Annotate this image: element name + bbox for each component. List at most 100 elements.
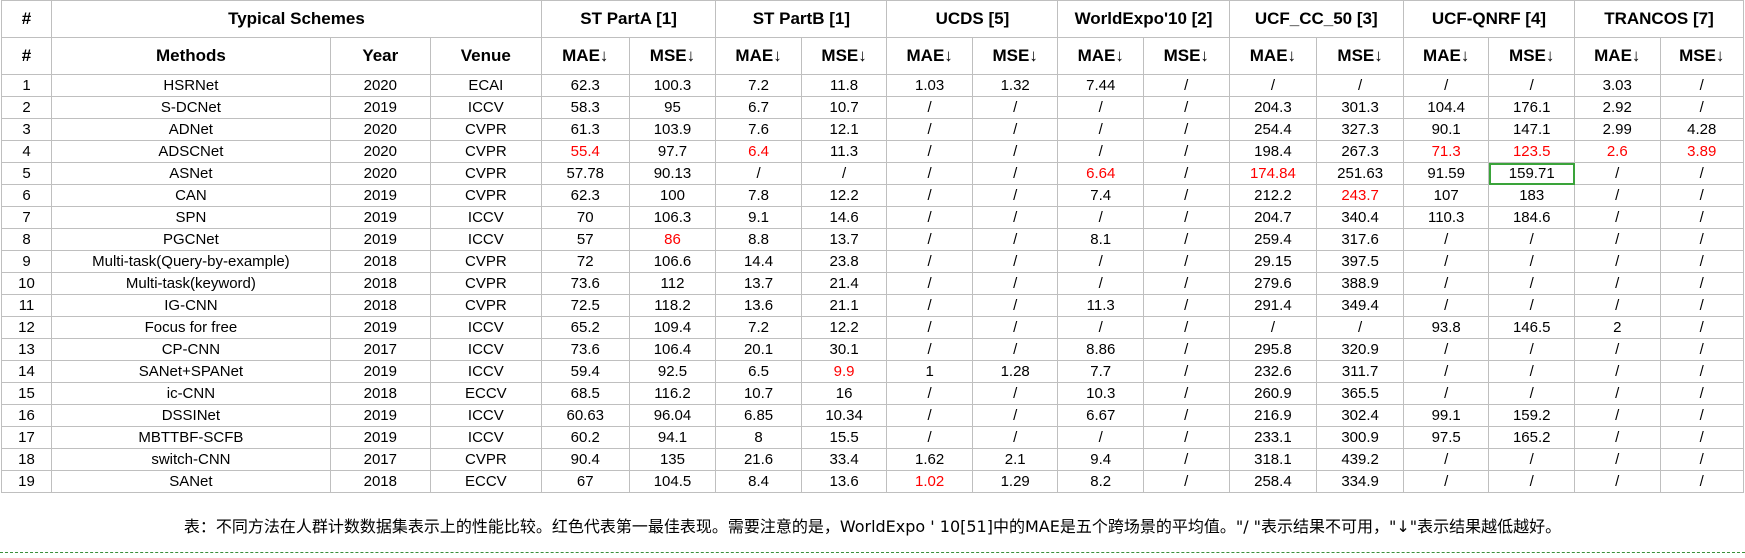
method-name: Multi-task(keyword) [50,272,331,295]
row-number: 1 [1,74,52,97]
mae-value: / [886,206,973,229]
mae-value: 259.4 [1228,228,1318,251]
mae-value: / [886,250,973,273]
method-name: DSSINet [50,404,331,427]
mse-value: 267.3 [1316,140,1404,163]
year-cell: 2018 [329,294,431,317]
dataset-header: UCF-QNRF [4] [1402,0,1576,38]
mse-value: 439.2 [1316,448,1404,471]
venue-cell: ICCV [429,338,542,361]
mae-value: 204.7 [1228,206,1318,229]
mae-value: / [1574,360,1661,383]
mse-value: 10.34 [800,404,888,427]
mae-value: / [886,316,973,339]
mse-value: 109.4 [628,316,717,339]
venue-header: Venue [429,37,542,75]
mse-value: 10.7 [800,96,888,119]
mae-value: / [1402,250,1490,273]
mse-value: 349.4 [1316,294,1404,317]
mae-value: 9.1 [715,206,802,229]
table-row: 4 ADSCNet 2020 CVPR 55.4 97.7 6.4 11.3// //198.4… [1,140,1745,163]
mae-value: / [886,426,973,449]
mae-value: 8.4 [715,470,802,493]
mse-value: 123.5 [1488,140,1575,163]
mse-value: / [1142,382,1230,405]
mae-value: 10.7 [715,382,802,405]
page-divider [0,552,1745,553]
mae-value: 58.3 [540,96,630,119]
venue-cell: ICCV [429,360,542,383]
mse-value: 365.5 [1316,382,1404,405]
year-cell: 2020 [329,162,431,185]
mse-value: / [1142,470,1230,493]
mse-value: / [971,316,1059,339]
mae-value: 7.2 [715,316,802,339]
mse-value: / [971,118,1059,141]
year-cell: 2019 [329,228,431,251]
row-number: 12 [1,316,52,339]
mse-value: 16 [800,382,888,405]
dataset-header: ST PartB [1] [715,0,888,38]
mse-value: / [1659,448,1745,471]
mse-value: 106.4 [628,338,717,361]
mse-value: / [971,426,1059,449]
mae-value: 104.4 [1402,96,1490,119]
mae-value: 7.7 [1057,360,1144,383]
mse-value: 14.6 [800,206,888,229]
table-row: 18 switch-CNN 2017 CVPR 90.4 135 21.6 33.4 1.62 2… [1,448,1745,471]
mae-value: 8.8 [715,228,802,251]
mae-value: 6.85 [715,404,802,427]
mae-value: / [1402,294,1490,317]
year-cell: 2019 [329,96,431,119]
table-row: 12 Focus for free 2019 ICCV 65.2 109.4 7.2 12.2… [1,316,1745,339]
mse-value: 118.2 [628,294,717,317]
mae-value: 279.6 [1228,272,1318,295]
method-name: ADNet [50,118,331,141]
mae-value: / [886,338,973,361]
mse-value: / [1488,382,1575,405]
mae-value: / [886,118,973,141]
venue-cell: ICCV [429,426,542,449]
venue-cell: ECAI [429,74,542,97]
mse-value: / [1142,228,1230,251]
mae-value: 6.67 [1057,404,1144,427]
mae-value: 2.92 [1574,96,1661,119]
year-cell: 2018 [329,272,431,295]
mse-value: / [1142,74,1230,97]
mae-value: / [1574,184,1661,207]
mae-value: 2.6 [1574,140,1661,163]
mae-value: / [1057,316,1144,339]
mae-value: / [1057,426,1144,449]
year-cell: 2019 [329,404,431,427]
mae-value: / [1574,162,1661,185]
mae-value: 8.86 [1057,338,1144,361]
year-cell: 2017 [329,338,431,361]
table-row: 3 ADNet 2020 CVPR 61.3 103.9 7.6 12.1// //254.4 3… [1,118,1745,141]
mse-value: / [1142,272,1230,295]
mae-value: / [1402,382,1490,405]
mae-value: 59.4 [540,360,630,383]
mse-value: 2.1 [971,448,1059,471]
mse-value: 147.1 [1488,118,1575,141]
mse-value: / [1316,316,1404,339]
mae-value: 57 [540,228,630,251]
venue-cell: CVPR [429,448,542,471]
mse-value: / [971,294,1059,317]
mae-value: 216.9 [1228,404,1318,427]
mae-value: 6.7 [715,96,802,119]
mse-value: 388.9 [1316,272,1404,295]
year-cell: 2020 [329,74,431,97]
method-name: SANet+SPANet [50,360,331,383]
mae-value: / [1402,360,1490,383]
mse-value: 327.3 [1316,118,1404,141]
method-name: HSRNet [50,74,331,97]
mse-value: 397.5 [1316,250,1404,273]
year-cell: 2019 [329,360,431,383]
mae-header: MAE↓ [715,37,802,75]
mse-value: 4.28 [1659,118,1745,141]
mse-value: 1.29 [971,470,1059,493]
mse-value: 92.5 [628,360,717,383]
mse-value: / [1659,404,1745,427]
results-body: 1 HSRNet 2020 ECAI 62.3 100.3 7.2 11.8 1.03 1.32 7… [1,74,1745,493]
mse-value: 11.3 [800,140,888,163]
